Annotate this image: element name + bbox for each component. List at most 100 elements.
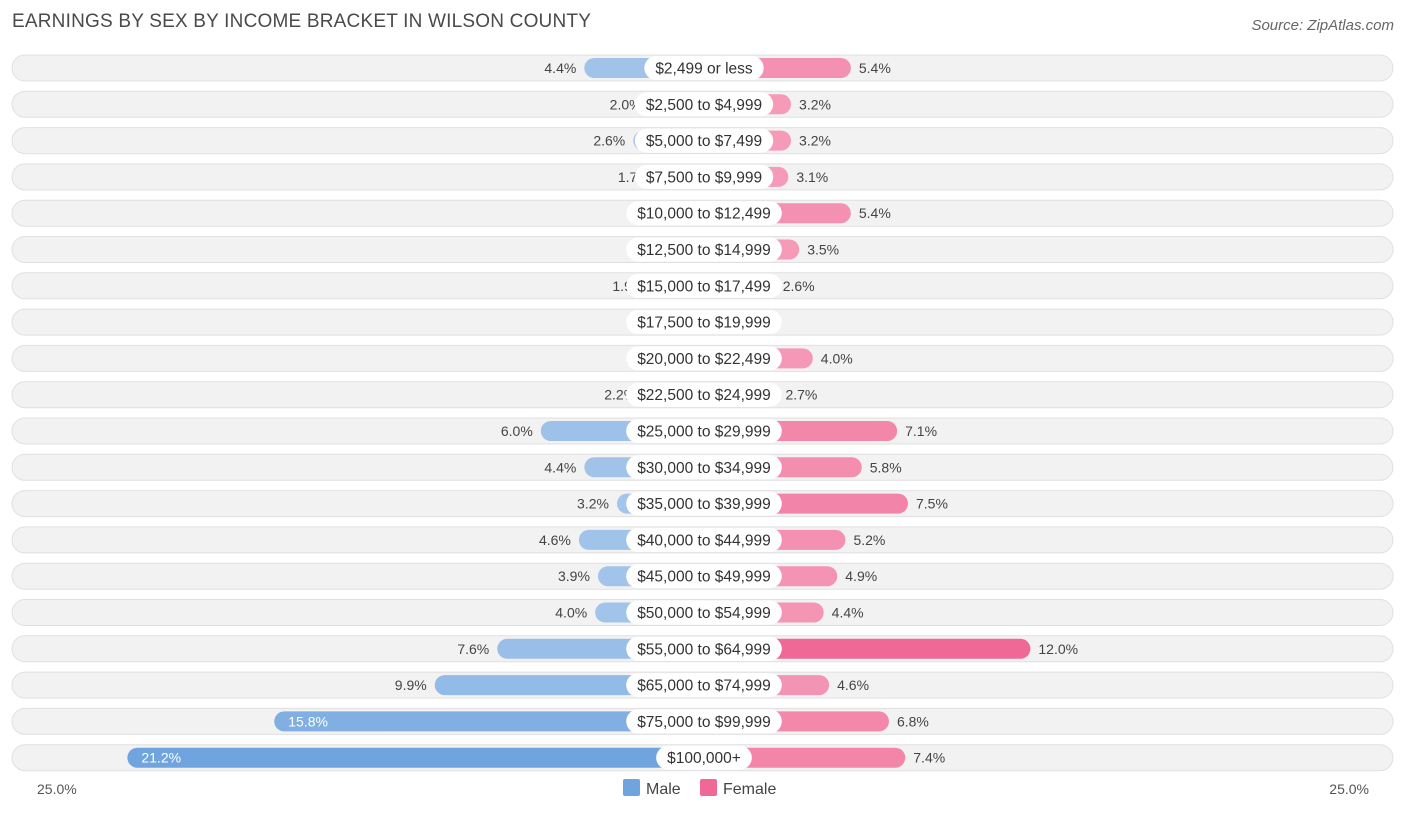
chart-row: 2.2% 2.7%$22,500 to $24,999 (11, 381, 1394, 409)
male-value-label: 2.0% (610, 96, 642, 112)
female-value-label: 2.7% (785, 387, 817, 403)
chart-row: 7.6% 12.0% $55,000 to $64,999 (11, 635, 1394, 663)
category-pill (634, 128, 774, 153)
chart-row: 6.0% 7.1% $25,000 to $29,999 (11, 417, 1394, 445)
legend-male-label: Male (646, 781, 681, 798)
chart-source: Source: ZipAtlas.com (1251, 17, 1394, 34)
male-value-label: 3.9% (558, 568, 590, 584)
chart-row: 0.91%1.4%$17,500 to $19,999 (11, 308, 1394, 336)
male-value-label: 7.6% (457, 641, 489, 657)
category-label: $5,000 to $7,499 (646, 133, 762, 150)
category-pill (626, 709, 782, 734)
female-bar (704, 638, 1031, 659)
female-value-label: 5.2% (853, 532, 885, 548)
category-pill (626, 636, 782, 661)
category-pill (634, 164, 774, 189)
chart-row: 4.4% 5.8% $30,000 to $34,999 (11, 453, 1394, 481)
female-value-label: 4.0% (821, 350, 853, 366)
female-value-label: 7.4% (913, 750, 945, 766)
chart-row: 1.7% 3.1%$7,500 to $9,999 (11, 163, 1394, 191)
male-bar (127, 747, 705, 768)
category-label: $30,000 to $34,999 (637, 460, 771, 477)
female-value-label: 5.8% (870, 459, 902, 475)
chart-row: 2.6% 3.2% $5,000 to $7,499 (11, 127, 1394, 155)
female-value-label: 7.1% (905, 423, 937, 439)
male-value-label: 4.6% (539, 532, 571, 548)
category-pill (626, 310, 782, 335)
category-pill (626, 491, 782, 516)
female-value-label: 4.4% (832, 605, 864, 621)
category-label: $35,000 to $39,999 (637, 496, 771, 513)
category-pill (626, 237, 782, 262)
category-pill (626, 600, 782, 625)
chart-row: 9.9% 4.6% $65,000 to $74,999 (11, 671, 1394, 699)
chart-row: 4.0% 4.4% $50,000 to $54,999 (11, 599, 1394, 626)
chart-rows: 4.4% 5.4% $2,499 or less 2.0% 3.2% $2,500 to … (11, 54, 1394, 772)
male-value-label: 4.4% (544, 459, 576, 475)
category-label: $40,000 to $44,999 (637, 532, 771, 549)
category-pill (626, 382, 782, 407)
chart-row: 1.3%5.4%$10,000 to $12,499 (11, 199, 1394, 227)
category-label: $100,000+ (667, 750, 741, 767)
chart-row: 2.0% 3.2% $2,500 to $4,999 (11, 90, 1394, 118)
category-label: $50,000 to $54,999 (637, 605, 771, 622)
female-value-label: 12.0% (1038, 641, 1078, 657)
female-value-label: 3.1% (796, 169, 828, 185)
female-bar (704, 747, 906, 768)
category-label: $55,000 to $64,999 (637, 641, 771, 658)
female-value-label: 4.9% (845, 568, 877, 584)
legend-female-swatch (700, 779, 717, 796)
category-pill (644, 56, 764, 80)
category-label: $10,000 to $12,499 (637, 206, 771, 223)
chart-row: 4.4% 5.4% $2,499 or less (11, 54, 1394, 82)
axis-right-label: 25.0% (1329, 781, 1369, 797)
category-label: $65,000 to $74,999 (637, 678, 771, 695)
chart-title: EARNINGS BY SEX BY INCOME BRACKET IN WIL… (12, 11, 591, 32)
chart-row: 1.4%4.0%$20,000 to $22,499 (11, 344, 1394, 372)
category-pill (626, 273, 782, 298)
category-label: $20,000 to $22,499 (637, 351, 771, 368)
male-value-label: 6.0% (501, 423, 533, 439)
chart-row: 4.6% 5.2% $40,000 to $44,999 (11, 526, 1394, 554)
legend: Male Female (623, 779, 776, 798)
male-value-label: 2.6% (593, 133, 625, 149)
male-bar (274, 711, 704, 732)
male-value-label: 9.9% (395, 677, 427, 693)
category-pill (626, 455, 782, 480)
category-label: $17,500 to $19,999 (637, 315, 771, 332)
chart-row: 1.0%3.5%$12,500 to $14,999 (11, 236, 1394, 263)
axis-left-label: 25.0% (37, 781, 77, 797)
male-value-label: 4.4% (544, 60, 576, 76)
chart-row: 3.9% 4.9% $45,000 to $49,999 (11, 562, 1394, 590)
category-pill (626, 673, 782, 698)
chart-row: 21.2% 7.4% $100,000+ (11, 744, 1394, 772)
female-value-label: 5.4% (859, 60, 891, 76)
category-pill (626, 419, 782, 443)
female-value-label: 5.4% (859, 205, 891, 221)
legend-female-label: Female (723, 781, 776, 798)
male-value-label: 15.8% (288, 713, 328, 729)
female-value-label: 6.8% (897, 713, 929, 729)
female-value-label: 3.5% (807, 242, 839, 258)
category-pill (626, 564, 782, 589)
legend-male-swatch (623, 779, 640, 796)
female-value-label: 4.6% (837, 677, 869, 693)
chart-row: 3.2% 7.5% $35,000 to $39,999 (11, 490, 1394, 518)
category-pill (634, 92, 774, 117)
category-label: $25,000 to $29,999 (637, 424, 771, 441)
chart-row: 1.9%2.6%$15,000 to $17,499 (11, 272, 1394, 300)
male-value-label: 21.2% (141, 750, 181, 766)
category-label: $2,500 to $4,999 (646, 97, 762, 114)
female-value-label: 7.5% (916, 496, 948, 512)
female-value-label: 2.6% (783, 278, 815, 294)
category-pill (656, 745, 752, 770)
female-value-label: 3.2% (799, 133, 831, 149)
category-label: $45,000 to $49,999 (637, 569, 771, 586)
category-label: $75,000 to $99,999 (637, 714, 771, 731)
category-pill (626, 201, 782, 226)
male-value-label: 3.2% (577, 496, 609, 512)
female-value-label: 3.2% (799, 96, 831, 112)
category-pill (626, 346, 782, 371)
category-label: $2,499 or less (655, 61, 753, 78)
